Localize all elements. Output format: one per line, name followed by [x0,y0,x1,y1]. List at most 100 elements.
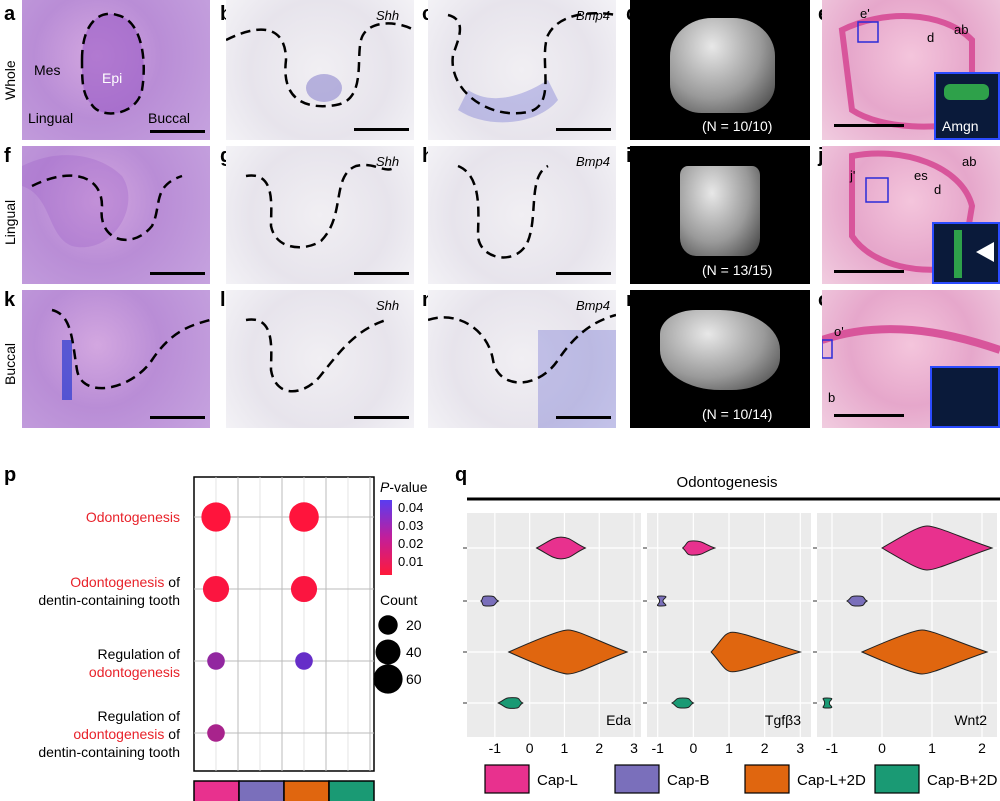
gene-label-bmp4: Bmp4 [576,298,610,313]
amgn-signal [944,84,989,100]
x-tick-label: 3 [796,740,804,756]
row-label-whole: Whole [2,60,18,100]
dot-point [201,502,231,532]
panel-letter-q: q [455,464,468,486]
row-label-part: dentin-containing tooth [38,744,180,760]
x-tick-label: 0 [689,740,697,756]
scale-bar [150,416,205,419]
violin-shape [670,697,695,709]
panel-letter-l: l [220,289,226,311]
x-tick-label: 1 [725,740,733,756]
label-j-sub: j' [850,168,856,183]
panel-c-ish: Bmp4 [428,0,616,140]
row-label-part: Regulation of [97,708,180,724]
legend-swatch [614,764,660,794]
x-tick-label: -1 [826,740,839,756]
scale-bar [556,416,611,419]
column-color-box [283,780,330,801]
panel-letter-k: k [4,289,16,311]
dot-point [207,652,225,670]
panel-n-microct: (N = 10/14) [630,290,810,428]
chart-q-violins: Odontogenesis -1 0 1 2 3 Eda -1 0 1 2 3 Tgfβ3 -1 0 1 2 Wn… [463,474,1000,794]
gene-label-shh: Shh [376,154,400,169]
size-legend-label: 60 [406,671,422,687]
column-color-box [328,780,375,801]
gene-label-shh: Shh [376,8,400,23]
panel-k-histology [22,290,210,428]
tooth-render [660,310,780,390]
label-epi: Epi [102,70,123,86]
panel-letter-p: p [4,464,17,486]
label-d: d [934,182,942,197]
violin-shape [507,629,629,675]
row-label: dentin-containing tooth [38,592,180,608]
size-legend-dot [378,615,398,635]
row-label-part: Regulation of [97,646,180,662]
x-tick-label: 0 [526,740,534,756]
violin-shape [881,525,994,571]
row-label: Odontogenesis of [70,574,180,590]
tooth-render [680,166,760,256]
facet-gene-label: Eda [606,712,631,728]
label-o-sub: o' [834,324,844,339]
scale-bar [354,272,409,275]
violin-shape [497,697,524,709]
label-e-sub: e' [860,6,870,21]
row-label-part: Odontogenesis [86,509,180,525]
x-tick-label: 1 [928,740,936,756]
label-b: b [828,390,836,405]
x-tick-label: -1 [651,740,664,756]
row-label: Odontogenesis [86,509,180,525]
row-label: Regulation of [97,708,180,724]
inset-e-fluorescence: Amgn [934,72,1000,140]
violin-shape [535,536,587,560]
size-legend-label: 40 [406,644,422,660]
tooth-render [670,18,775,113]
violin-shape [681,540,717,556]
row-label-part: Odontogenesis [70,574,164,590]
size-legend-dot [375,639,401,665]
legend-swatch [744,764,790,794]
facet-gene-label: Tgfβ3 [765,712,801,728]
colorbar-tick: 0.03 [398,518,423,533]
row-label-lingual: Lingual [2,199,18,245]
colorbar-tick: 0.01 [398,554,423,569]
colorbar-title: P-value [380,479,428,495]
n-label-d: (N = 10/10) [702,118,773,134]
row-label-buccal: Buccal [2,342,18,385]
size-legend-title: Count [380,592,417,608]
violin-shape [860,629,989,675]
arrowhead-icon [976,242,994,262]
panel-m-ish: Bmp4 [428,290,616,428]
panel-d-microct: (N = 10/10) [630,0,810,140]
legend-swatch [484,764,530,794]
dot-point [207,724,225,742]
scale-bar [150,130,205,133]
panel-o-histology: o' b [822,290,1000,428]
scale-bar [834,270,904,273]
panel-letter-a: a [4,3,16,25]
colorbar-tick: 0.02 [398,536,423,551]
violin-shape [822,697,833,709]
label-buccal: Buccal [148,110,191,126]
size-legend-label: 20 [406,617,422,633]
x-tick-label: 1 [561,740,569,756]
row-label: odontogenesis of [73,726,180,742]
colorbar [380,500,392,575]
panel-a-outline [80,12,145,115]
gene-label-bmp4: Bmp4 [576,8,610,23]
panel-g-ish: Shh [226,146,414,284]
dot-point [290,575,318,603]
scale-bar [150,272,205,275]
colorbar-tick: 0.04 [398,500,423,515]
violin-shape [656,595,667,607]
panel-letter-i: i [626,145,632,167]
row-label-part: of [164,726,180,742]
panel-l-ish: Shh [226,290,414,428]
size-legend-dot [373,664,403,694]
scale-bar [556,272,611,275]
panel-k-outline [51,308,210,400]
dot-point [202,575,230,603]
x-tick-label: -1 [489,740,502,756]
